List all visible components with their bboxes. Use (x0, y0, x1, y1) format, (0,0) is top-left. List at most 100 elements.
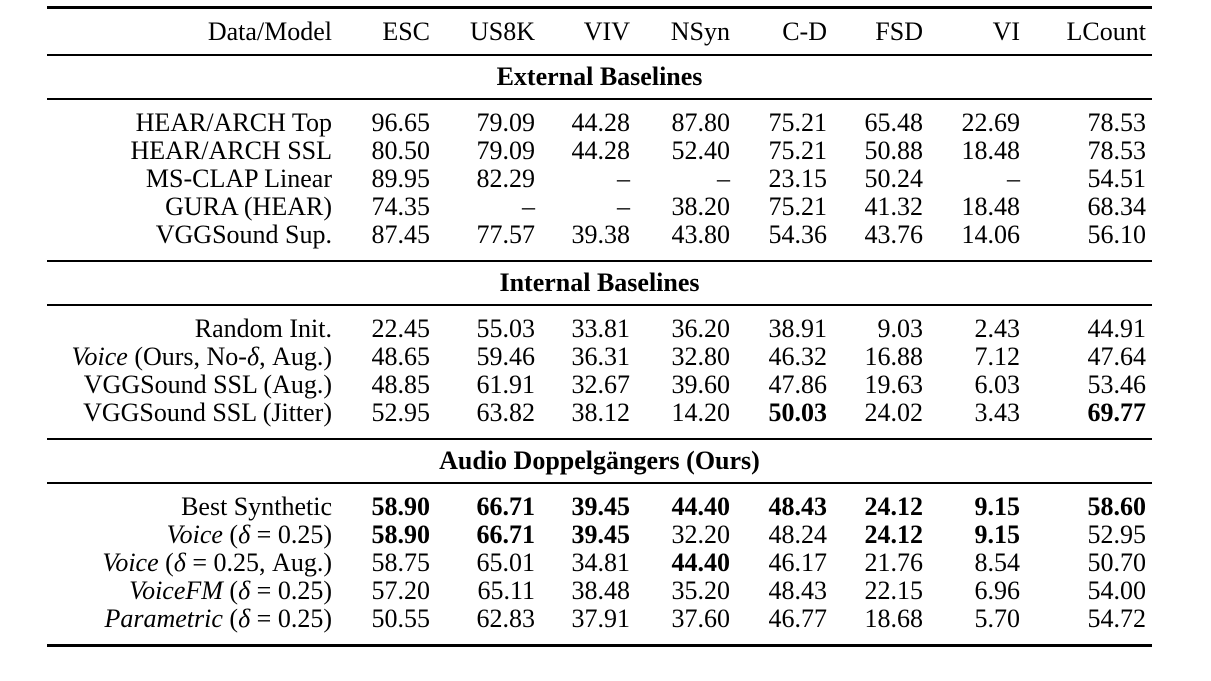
value-cell: 48.43 (768, 576, 828, 605)
value-cell: 14.20 (671, 398, 731, 427)
value-cell: 43.80 (671, 220, 731, 249)
value-cell: 5.70 (974, 604, 1021, 633)
column-header-fsd: FSD (827, 7, 923, 56)
value-cell: 16.88 (864, 342, 924, 371)
value-cell: 47.64 (1087, 342, 1147, 371)
value-cell: 38.20 (671, 192, 731, 221)
value-cell: 52.95 (371, 398, 431, 427)
value-cell: 46.77 (768, 604, 828, 633)
value-cell: 44.28 (571, 136, 631, 165)
value-cell: 75.21 (768, 136, 828, 165)
table-row: Voice (Ours, No-δ, Aug.) 48.65 59.46 36.31 3… (47, 343, 1152, 371)
table-row: HEAR/ARCH Top 96.65 79.09 44.28 87.80 75.21 65… (47, 99, 1152, 137)
section-title-row: Internal Baselines (47, 260, 1152, 306)
value-cell: 58.75 (371, 548, 431, 577)
value-cell: 39.45 (571, 492, 631, 521)
value-cell: 48.43 (768, 492, 828, 521)
value-cell: 37.60 (671, 604, 731, 633)
value-cell: 82.29 (476, 164, 536, 193)
value-cell: 66.71 (476, 520, 536, 549)
value-cell: 22.15 (864, 576, 924, 605)
value-cell: 59.46 (476, 342, 536, 371)
table-row: Best Synthetic 58.90 66.71 39.45 44.40 48.43 2… (47, 483, 1152, 521)
italic-text: VoiceFM (129, 576, 223, 605)
value-cell: 21.76 (864, 548, 924, 577)
model-label: Voice (Ours, No-δ, Aug.) (71, 342, 333, 371)
value-cell: 9.15 (974, 520, 1021, 549)
value-cell: 39.60 (671, 370, 731, 399)
model-label: GURA (HEAR) (165, 192, 332, 221)
value-cell: 79.09 (476, 108, 536, 137)
value-cell: 57.20 (371, 576, 431, 605)
italic-text: Parametric (104, 604, 223, 633)
value-cell: 48.85 (371, 370, 431, 399)
table-row: MS-CLAP Linear 89.95 82.29 – – 23.15 50.24 – 54.… (47, 165, 1152, 193)
italic-text: δ (238, 520, 251, 549)
value-cell: 50.55 (371, 604, 431, 633)
value-cell: 14.06 (961, 220, 1021, 249)
value-cell: 33.81 (571, 314, 631, 343)
value-cell: 48.65 (371, 342, 431, 371)
value-cell: 63.82 (476, 398, 536, 427)
value-cell: 2.43 (974, 314, 1021, 343)
value-cell: 50.88 (864, 136, 924, 165)
model-label: VoiceFM (δ = 0.25) (129, 576, 332, 605)
value-cell: 50.03 (768, 398, 828, 427)
value-cell: 66.71 (476, 492, 536, 521)
value-cell: 6.96 (974, 576, 1021, 605)
value-cell: 24.12 (864, 520, 924, 549)
value-cell: 69.77 (1087, 398, 1147, 427)
column-header-vi: VI (923, 7, 1020, 56)
column-header-c-d: C-D (730, 7, 827, 56)
table-container: Data/Model ESC US8K VIV NSyn C-D FSD VI LCount E… (47, 6, 1152, 647)
value-cell: 87.45 (371, 220, 431, 249)
value-cell: – (717, 164, 730, 193)
value-cell: 44.40 (671, 548, 731, 577)
italic-text: Voice (71, 342, 128, 371)
italic-text: δ (238, 576, 251, 605)
value-cell: 75.21 (768, 192, 828, 221)
value-cell: 54.00 (1087, 576, 1147, 605)
table-row: HEAR/ARCH SSL 80.50 79.09 44.28 52.40 75.21 50… (47, 137, 1152, 165)
value-cell: 54.36 (768, 220, 828, 249)
value-cell: 23.15 (768, 164, 828, 193)
column-header-esc: ESC (345, 7, 430, 56)
value-cell: 65.11 (477, 576, 535, 605)
model-label: VGGSound SSL (Aug.) (83, 370, 332, 399)
value-cell: 54.72 (1087, 604, 1147, 633)
value-cell: 52.40 (671, 136, 731, 165)
value-cell: 61.91 (476, 370, 536, 399)
value-cell: 24.02 (864, 398, 924, 427)
column-header-viv: VIV (535, 7, 630, 56)
italic-text: δ (246, 342, 260, 371)
value-cell: 34.81 (571, 548, 631, 577)
value-cell: 32.20 (671, 520, 731, 549)
model-label: Voice (δ = 0.25) (166, 520, 332, 549)
value-cell: 50.24 (864, 164, 924, 193)
value-cell: 32.80 (671, 342, 731, 371)
value-cell: 78.53 (1087, 108, 1147, 137)
value-cell: 38.48 (571, 576, 631, 605)
italic-text: Voice (102, 548, 159, 577)
value-cell: – (522, 192, 535, 221)
value-cell: 87.80 (671, 108, 731, 137)
section-title: Audio Doppelgängers (Ours) (47, 438, 1152, 484)
value-cell: 39.38 (571, 220, 631, 249)
value-cell: 46.17 (768, 548, 828, 577)
column-header-data-model: Data/Model (47, 7, 345, 56)
model-label: Best Synthetic (181, 492, 332, 521)
benchmark-results-table: Data/Model ESC US8K VIV NSyn C-D FSD VI LCount E… (47, 6, 1152, 647)
value-cell: 18.48 (961, 192, 1021, 221)
value-cell: 58.90 (371, 492, 431, 521)
section-title-row: External Baselines (47, 54, 1152, 100)
model-label: Voice (δ = 0.25, Aug.) (102, 548, 332, 577)
model-label: HEAR/ARCH Top (135, 108, 332, 137)
table-row: Random Init. 22.45 55.03 33.81 36.20 38.91 9.0… (47, 305, 1152, 343)
table-row: VoiceFM (δ = 0.25) 57.20 65.11 38.48 35.20 48… (47, 577, 1152, 605)
value-cell: – (1007, 164, 1020, 193)
value-cell: 48.24 (768, 520, 828, 549)
value-cell: 36.31 (571, 342, 631, 371)
value-cell: 43.76 (864, 220, 924, 249)
value-cell: 80.50 (371, 136, 431, 165)
value-cell: 58.60 (1087, 492, 1147, 521)
